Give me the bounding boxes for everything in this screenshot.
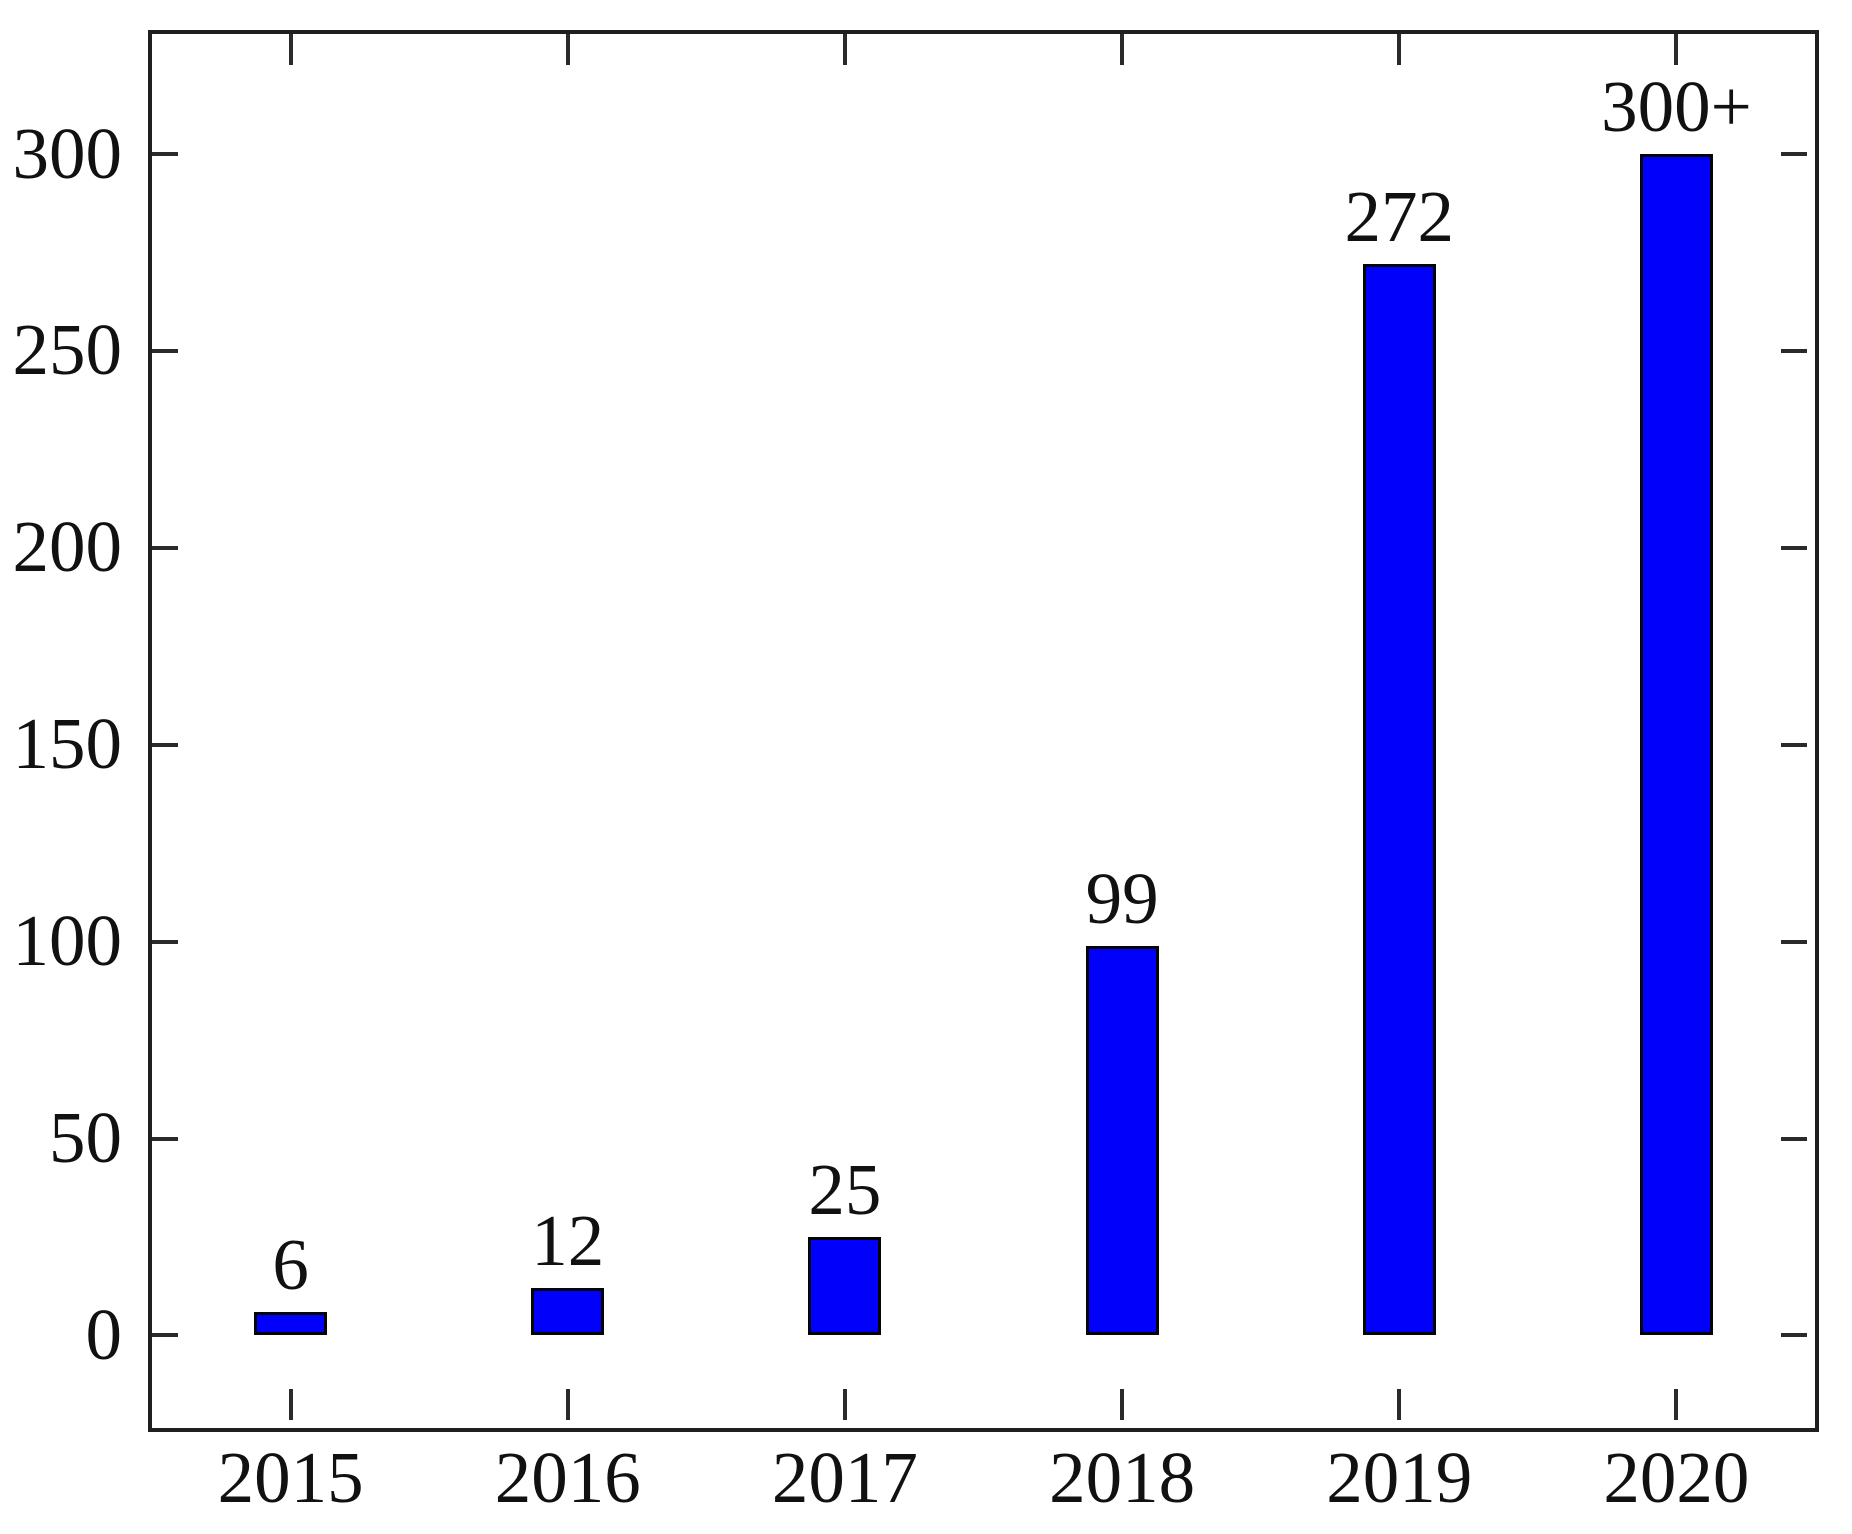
bar-2016 [531, 1288, 605, 1336]
y-axis-label-100: 100 [12, 900, 123, 982]
bar-value-label-2016: 12 [531, 1200, 605, 1282]
y-tick-right-50 [1781, 1136, 1807, 1141]
x-tick-bottom-2017 [842, 1389, 847, 1420]
x-tick-bottom-2018 [1120, 1389, 1125, 1420]
y-axis-label-50: 50 [49, 1096, 122, 1178]
y-tick-left-250 [152, 348, 178, 353]
y-tick-right-250 [1781, 348, 1807, 353]
bar-value-label-2018: 99 [1085, 857, 1159, 939]
x-axis-label-2015: 2015 [217, 1437, 364, 1518]
x-tick-top-2019 [1397, 34, 1402, 65]
x-axis-label-2017: 2017 [771, 1437, 918, 1518]
bar-2017 [808, 1237, 882, 1336]
x-axis-label-2020: 2020 [1603, 1437, 1750, 1518]
x-tick-top-2017 [842, 34, 847, 65]
bar-value-label-2015: 6 [272, 1223, 309, 1305]
bar-2018 [1085, 945, 1159, 1336]
x-tick-bottom-2015 [288, 1389, 293, 1420]
y-axis-label-250: 250 [12, 309, 123, 391]
y-tick-left-150 [152, 742, 178, 747]
x-tick-top-2020 [1674, 34, 1679, 65]
x-tick-bottom-2019 [1397, 1389, 1402, 1420]
y-tick-right-300 [1781, 152, 1807, 157]
x-axis-label-2019: 2019 [1326, 1437, 1473, 1518]
y-tick-right-0 [1781, 1333, 1807, 1338]
y-axis-label-150: 150 [12, 703, 123, 785]
y-axis-label-300: 300 [12, 112, 123, 194]
y-tick-right-100 [1781, 939, 1807, 944]
y-tick-left-0 [152, 1333, 178, 1338]
bar-value-label-2020: 300+ [1601, 66, 1752, 148]
y-tick-left-50 [152, 1136, 178, 1141]
y-tick-right-150 [1781, 742, 1807, 747]
y-axis-label-0: 0 [85, 1293, 123, 1375]
y-tick-left-300 [152, 152, 178, 157]
y-tick-right-200 [1781, 545, 1807, 550]
y-tick-left-100 [152, 939, 178, 944]
x-axis-label-2018: 2018 [1049, 1437, 1196, 1518]
bar-value-label-2019: 272 [1344, 176, 1455, 258]
x-tick-top-2018 [1120, 34, 1125, 65]
x-tick-bottom-2016 [565, 1389, 570, 1420]
x-tick-top-2016 [565, 34, 570, 65]
x-axis-label-2016: 2016 [494, 1437, 641, 1518]
y-axis-label-200: 200 [12, 506, 123, 588]
y-tick-left-200 [152, 545, 178, 550]
plot-area [148, 30, 1819, 1432]
x-tick-top-2015 [288, 34, 293, 65]
bar-2019 [1362, 264, 1436, 1336]
bar-value-label-2017: 25 [808, 1149, 882, 1230]
bar-2015 [254, 1311, 328, 1336]
x-tick-bottom-2020 [1674, 1389, 1679, 1420]
bar-2020 [1639, 154, 1713, 1336]
